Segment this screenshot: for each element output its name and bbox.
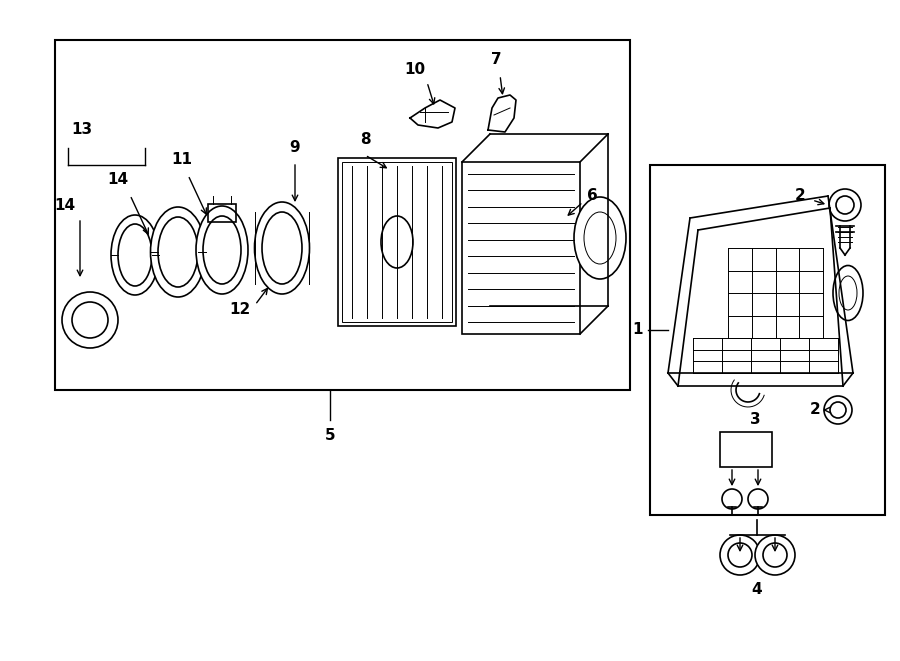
Ellipse shape <box>574 197 626 279</box>
Text: 13: 13 <box>71 122 93 137</box>
Circle shape <box>728 543 752 567</box>
Bar <box>342 162 452 322</box>
Bar <box>720 432 772 467</box>
Text: 12: 12 <box>230 303 250 317</box>
Circle shape <box>824 396 852 424</box>
Polygon shape <box>668 373 853 386</box>
Ellipse shape <box>196 206 248 294</box>
Circle shape <box>755 535 795 575</box>
Circle shape <box>748 489 768 509</box>
Text: 14: 14 <box>54 198 76 212</box>
Text: 10: 10 <box>404 63 426 77</box>
Ellipse shape <box>262 212 302 284</box>
Circle shape <box>720 535 760 575</box>
Text: 4: 4 <box>752 582 762 598</box>
Ellipse shape <box>381 216 413 268</box>
Ellipse shape <box>584 212 616 264</box>
Text: 9: 9 <box>290 141 301 155</box>
Polygon shape <box>488 95 516 132</box>
Text: 2: 2 <box>795 188 806 202</box>
Text: 14: 14 <box>107 173 129 188</box>
Text: 5: 5 <box>325 428 336 442</box>
Text: 6: 6 <box>587 188 598 202</box>
Bar <box>650 165 885 515</box>
Text: 8: 8 <box>360 132 370 147</box>
Ellipse shape <box>203 216 241 284</box>
Circle shape <box>722 489 742 509</box>
Ellipse shape <box>111 215 159 295</box>
Circle shape <box>72 302 108 338</box>
Ellipse shape <box>150 207 205 297</box>
Text: 11: 11 <box>172 153 193 167</box>
Circle shape <box>62 292 118 348</box>
Text: 2: 2 <box>810 403 821 418</box>
Text: 1: 1 <box>633 323 643 338</box>
Bar <box>462 162 580 334</box>
Bar <box>208 204 236 222</box>
Circle shape <box>836 196 854 214</box>
Bar <box>338 158 456 326</box>
Ellipse shape <box>255 202 310 294</box>
Ellipse shape <box>118 224 152 286</box>
Circle shape <box>830 402 846 418</box>
Ellipse shape <box>158 217 198 287</box>
Ellipse shape <box>839 276 857 310</box>
Circle shape <box>829 189 861 221</box>
Bar <box>55 40 630 390</box>
Text: 7: 7 <box>491 52 501 67</box>
Polygon shape <box>410 100 455 128</box>
Circle shape <box>763 543 787 567</box>
Ellipse shape <box>833 266 863 321</box>
Text: 3: 3 <box>750 412 760 428</box>
